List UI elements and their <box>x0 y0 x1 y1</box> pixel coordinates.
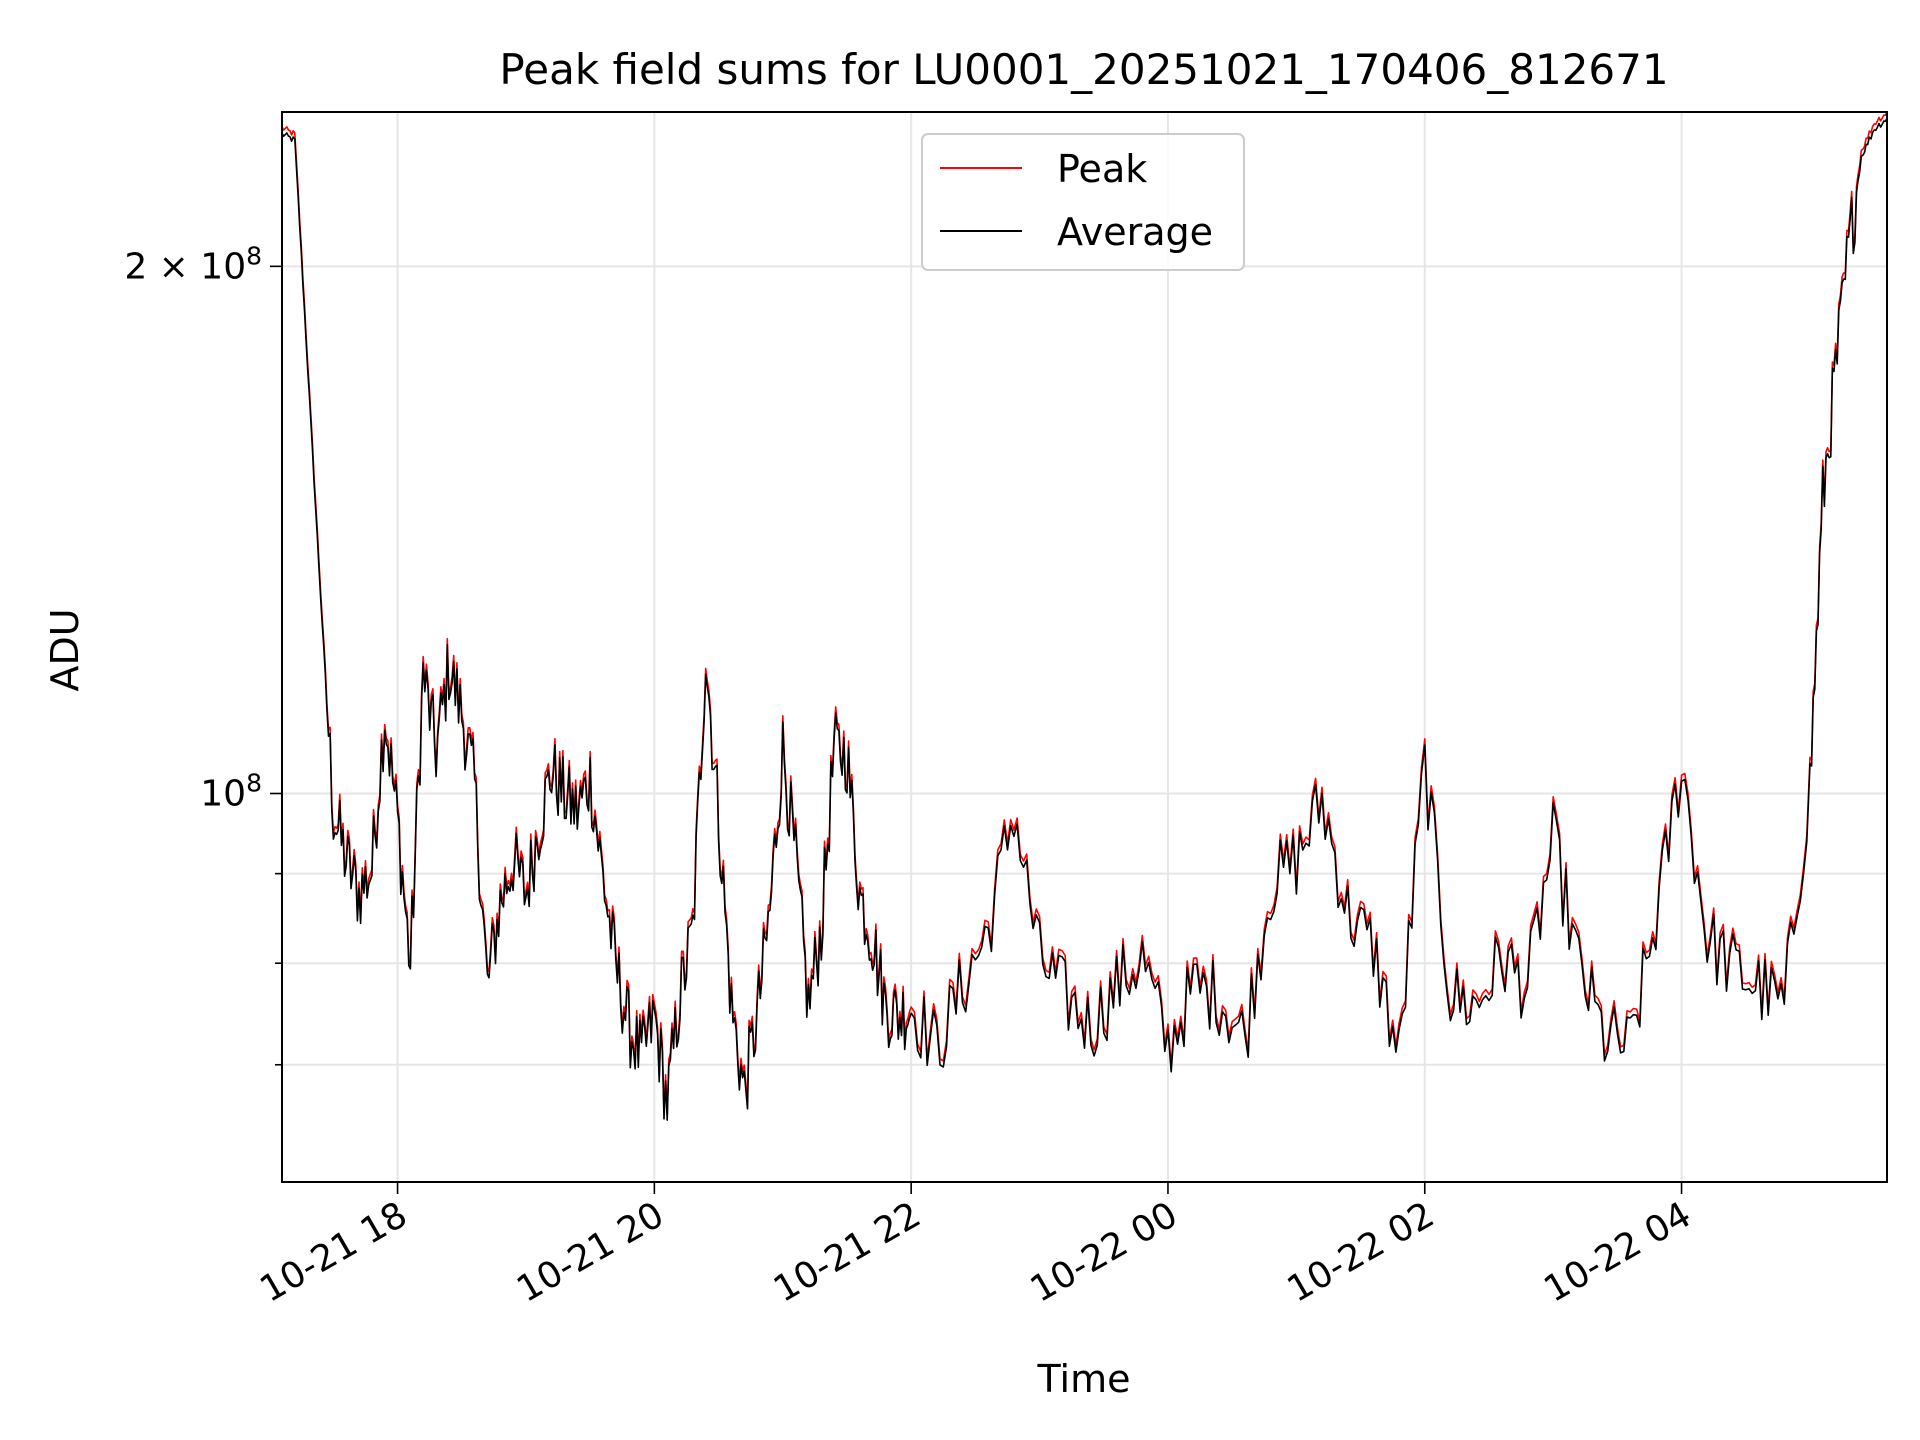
y-tick-label: 2 × 108 <box>124 241 262 287</box>
plot-area <box>282 112 1887 1182</box>
legend-label-peak: Peak <box>1057 147 1147 191</box>
chart-title: Peak field sums for LU0001_20251021_1704… <box>499 45 1668 94</box>
plot-frame <box>281 111 1888 1183</box>
series-line-average <box>281 117 1888 1121</box>
legend-label-average: Average <box>1057 210 1213 254</box>
y-tick-label: 108 <box>200 769 262 815</box>
series-layer <box>281 111 1888 1121</box>
x-axis-label: Time <box>1037 1357 1131 1401</box>
y-axis-label: ADU <box>43 608 87 691</box>
y-axis: 108 2 × 108 <box>124 241 282 1066</box>
grid <box>282 112 1887 1182</box>
legend: Peak Average <box>921 133 1245 271</box>
